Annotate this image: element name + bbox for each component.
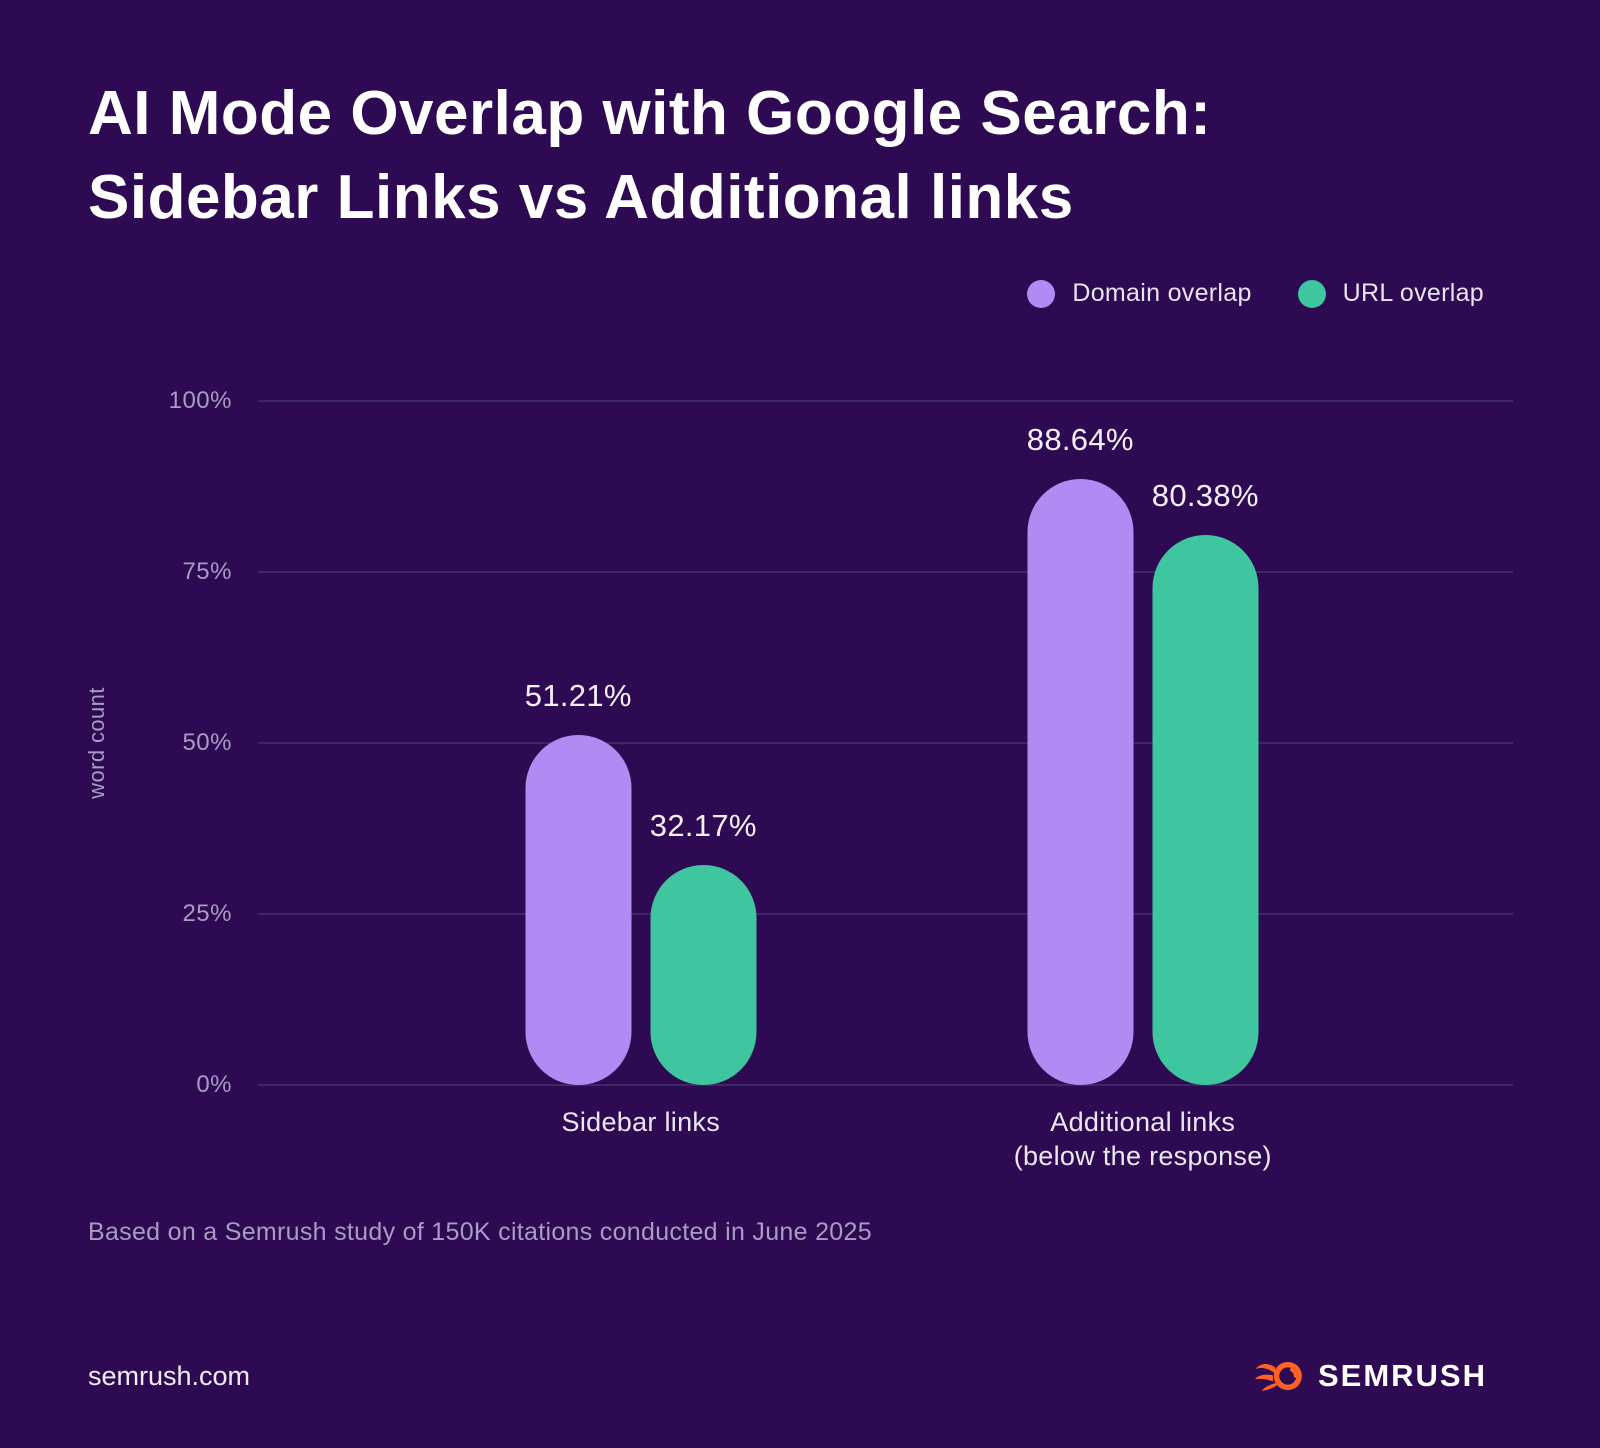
y-tick-label: 0% (196, 1071, 232, 1098)
bar-value-label: 80.38% (1151, 478, 1259, 514)
bar-domain-overlap-group-1: 88.64% (1027, 422, 1133, 1085)
legend-label: Domain overlap (1072, 279, 1252, 307)
semrush-flame-icon (1254, 1361, 1302, 1391)
legend-dot-icon (1027, 279, 1056, 308)
gridline-50% (258, 742, 1513, 744)
gridline-25% (258, 913, 1513, 915)
brand-logo: SEMRUSH (1254, 1354, 1487, 1398)
bar-chart-plot-area: 51.21% 32.17% Sidebar links 88.64% 80.38% Add… (258, 400, 1513, 1171)
legend: Domain overlap URL overlap (1027, 279, 1484, 308)
legend-item-domain-overlap: Domain overlap (1027, 279, 1251, 308)
legend-dot-icon (1297, 279, 1326, 308)
y-axis-title: word count (84, 687, 109, 799)
bar-value-label: 88.64% (1026, 421, 1134, 457)
category-label: Additional links (below the response) (1013, 1107, 1272, 1171)
source-note: Based on a Semrush study of 150K citatio… (88, 1218, 872, 1246)
brand-name: SEMRUSH (1317, 1358, 1487, 1393)
bar-group-1: 88.64% 80.38% Additional links (below the … (1014, 401, 1272, 1171)
legend-item-url-overlap: URL overlap (1297, 279, 1484, 308)
chart-title: AI Mode Overlap with Google Search: Side… (88, 79, 1212, 233)
bar-value-label: 51.21% (524, 677, 632, 713)
category-label: Sidebar links (561, 1107, 721, 1137)
bar-url-overlap-group-0: 32.17% (650, 808, 756, 1085)
y-axis-ticks: 0% 25% 50% 75% 100% (130, 387, 232, 1098)
y-tick-label: 100% (168, 387, 232, 414)
website-url: semrush.com (88, 1361, 251, 1391)
y-tick-label: 50% (182, 729, 232, 756)
gridline-100% (258, 400, 1513, 402)
bar-domain-overlap-group-0: 51.21% (525, 678, 631, 1085)
bar-value-label: 32.17% (649, 807, 757, 843)
gridline-0% (258, 1084, 1513, 1086)
y-tick-label: 25% (182, 900, 232, 927)
bar-url-overlap-group-1: 80.38% (1152, 478, 1258, 1085)
bar-group-0: 51.21% 32.17% Sidebar links (525, 401, 757, 1137)
y-tick-label: 75% (182, 558, 232, 585)
gridline-75% (258, 571, 1513, 573)
legend-label: URL overlap (1342, 279, 1484, 307)
